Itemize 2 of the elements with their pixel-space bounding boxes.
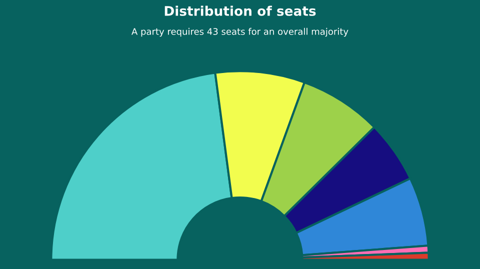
chart-title: Distribution of seats — [164, 6, 316, 16]
chart-subtitle: A party requires 43 seats for an overall majority — [132, 28, 348, 37]
